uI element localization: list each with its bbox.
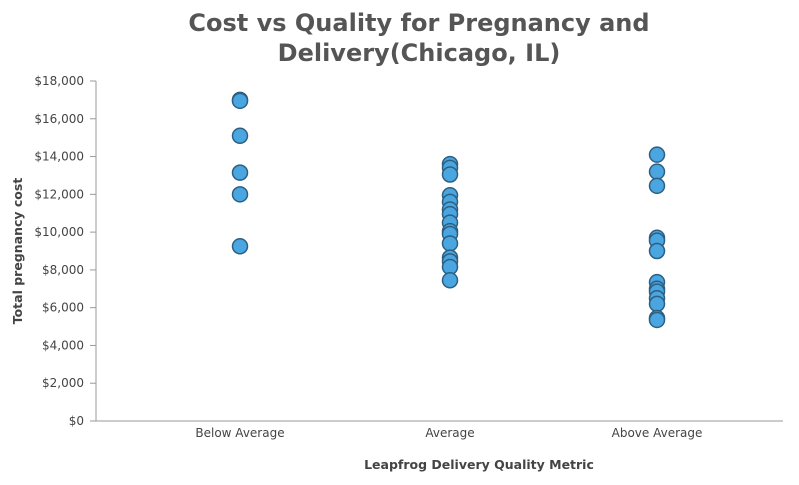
y-tick-label: $0 <box>69 414 84 428</box>
y-tick-label: $18,000 <box>34 74 84 88</box>
y-tick-label: $12,000 <box>34 187 84 201</box>
x-axis-ticks: Below Average Average Above Average <box>195 426 702 440</box>
data-point <box>231 186 249 203</box>
y-axis-label: Total pregnancy cost <box>10 178 25 325</box>
x-axis-label: Leapfrog Delivery Quality Metric <box>364 457 594 472</box>
data-point <box>648 295 666 313</box>
y-tick-label: $6,000 <box>42 301 84 315</box>
data-point <box>231 238 249 255</box>
chart-title-line-1: Cost vs Quality for Pregnancy and <box>188 9 649 37</box>
data-point <box>231 92 249 110</box>
data-point <box>648 177 666 195</box>
data-point <box>648 311 666 329</box>
data-point <box>441 272 459 289</box>
x-tick-label: Below Average <box>195 426 284 440</box>
data-point <box>648 146 666 163</box>
chart-title-line-2: Delivery(Chicago, IL) <box>278 39 561 67</box>
data-point <box>441 166 459 183</box>
y-axis-ticks: $0 $2,000 $4,000 $6,000 $8,000 $10,000 $12,000… <box>34 74 96 428</box>
y-tick-label: $8,000 <box>42 263 84 277</box>
x-tick-label: Above Average <box>612 426 703 440</box>
y-tick-label: $10,000 <box>34 225 84 239</box>
y-tick-label: $4,000 <box>42 338 84 352</box>
data-point <box>231 127 249 145</box>
data-point <box>648 242 666 260</box>
data-points <box>231 91 666 329</box>
y-tick-label: $14,000 <box>34 150 84 164</box>
data-point <box>441 235 459 252</box>
x-tick-label: Average <box>425 426 474 440</box>
data-point <box>231 164 249 181</box>
y-tick-label: $2,000 <box>42 376 84 390</box>
data-point <box>648 163 666 180</box>
y-tick-label: $16,000 <box>34 112 84 126</box>
